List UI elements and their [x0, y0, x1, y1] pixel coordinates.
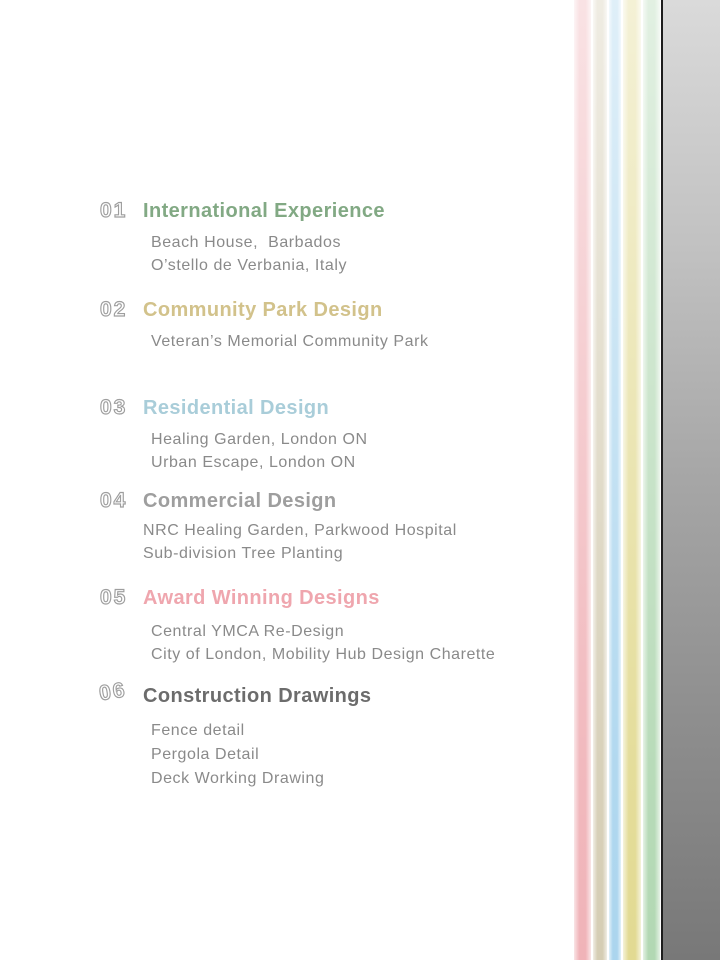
toc-section: 03 Residential Design Healing Garden, Lo… — [99, 395, 560, 474]
section-title: Commercial Design — [143, 490, 337, 512]
section-item-list: Fence detail Pergola Detail Deck Working… — [143, 719, 560, 791]
toc-item: Beach House, Barbados — [151, 234, 341, 251]
section-title: International Experience — [143, 200, 385, 222]
stripe-yellow — [623, 0, 641, 960]
divider-line — [661, 0, 663, 960]
section-item-list: Veteran’s Memorial Community Park — [143, 330, 560, 353]
section-number: 02 — [99, 297, 128, 321]
section-number: 05 — [99, 585, 128, 609]
stripe-blue — [609, 0, 621, 960]
section-body: Community Park Design Veteran’s Memorial… — [143, 298, 560, 353]
toc-item: NRC Healing Garden, Parkwood Hospital — [143, 522, 457, 539]
stripe-pink — [574, 0, 591, 960]
toc-section: 06 Construction Drawings Fence detail Pe… — [97, 678, 560, 791]
section-item-list: Beach House, Barbados O’stello de Verban… — [143, 231, 560, 277]
section-number: 06 — [97, 678, 129, 706]
toc-item: Healing Garden, London ON — [151, 431, 368, 448]
stripe-beige — [593, 0, 607, 960]
toc-item: Deck Working Drawing — [151, 770, 325, 787]
section-title: Construction Drawings — [143, 685, 372, 707]
section-title: Residential Design — [143, 397, 330, 419]
section-number: 03 — [99, 395, 128, 419]
toc-section: 01 International Experience Beach House,… — [99, 198, 560, 277]
toc-item: City of London, Mobility Hub Design Char… — [151, 646, 496, 663]
gray-side-panel — [663, 0, 720, 960]
toc-item: Fence detail — [151, 722, 245, 739]
section-item-list: Central YMCA Re-Design City of London, M… — [143, 620, 560, 666]
section-title: Community Park Design — [143, 299, 383, 321]
toc-section: 04 Commercial Design NRC Healing Garden,… — [99, 488, 560, 565]
toc-item: Pergola Detail — [151, 746, 260, 763]
toc-item: O’stello de Verbania, Italy — [151, 257, 347, 274]
toc-section: 05 Award Winning Designs Central YMCA Re… — [99, 585, 560, 666]
section-body: Construction Drawings Fence detail Pergo… — [143, 684, 560, 791]
toc-section: 02 Community Park Design Veteran’s Memor… — [99, 297, 560, 353]
toc-item: Central YMCA Re-Design — [151, 623, 345, 640]
section-body: International Experience Beach House, Ba… — [143, 199, 560, 277]
section-number: 01 — [99, 198, 128, 222]
section-title: Award Winning Designs — [143, 587, 380, 609]
stripe-green — [643, 0, 660, 960]
toc-item: Urban Escape, London ON — [151, 454, 356, 471]
section-body: Commercial Design NRC Healing Garden, Pa… — [143, 489, 560, 565]
section-item-list: NRC Healing Garden, Parkwood Hospital Su… — [143, 519, 560, 565]
toc-item: Sub-division Tree Planting — [143, 545, 344, 562]
toc-item: Veteran’s Memorial Community Park — [151, 333, 429, 350]
section-number: 04 — [99, 488, 128, 512]
section-body: Award Winning Designs Central YMCA Re-De… — [143, 586, 560, 666]
section-body: Residential Design Healing Garden, Londo… — [143, 396, 560, 474]
section-item-list: Healing Garden, London ON Urban Escape, … — [143, 428, 560, 474]
